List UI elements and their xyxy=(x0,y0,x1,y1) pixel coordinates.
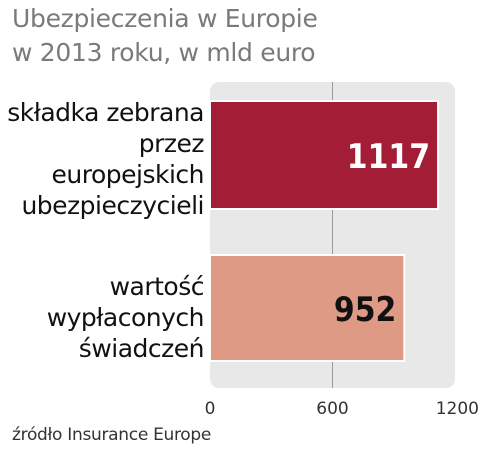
x-tick-label: 0 xyxy=(205,399,216,419)
bar xyxy=(209,254,406,362)
category-label-line: wartość xyxy=(109,272,205,301)
chart-title: Ubezpieczenia w Europie w 2013 roku, w m… xyxy=(12,2,472,70)
category-label-line: ubezpieczycieli xyxy=(21,191,204,220)
x-tick-label: 1200 xyxy=(436,399,479,419)
category-label-line: przez xyxy=(138,129,205,158)
bar-value-label: 952 xyxy=(334,289,396,329)
x-tick-label: 600 xyxy=(316,399,348,419)
category-label-line: świadczeń xyxy=(78,334,205,363)
category-label-line: wypłaconych xyxy=(46,303,205,332)
source-note: źródło Insurance Europe xyxy=(12,425,212,445)
chart-title-line-1: Ubezpieczenia w Europie xyxy=(12,4,318,33)
category-label-premiums: składka zebrana przez europejskich ubezp… xyxy=(7,97,204,221)
category-label-line: składka zebrana xyxy=(7,98,204,127)
bar-value-label: 1117 xyxy=(347,136,430,176)
category-label-benefits: wartość wypłaconych świadczeń xyxy=(46,271,205,364)
chart-title-line-2: w 2013 roku, w mld euro xyxy=(12,38,316,67)
category-label-line: europejskich xyxy=(51,160,205,189)
bar xyxy=(209,100,440,210)
